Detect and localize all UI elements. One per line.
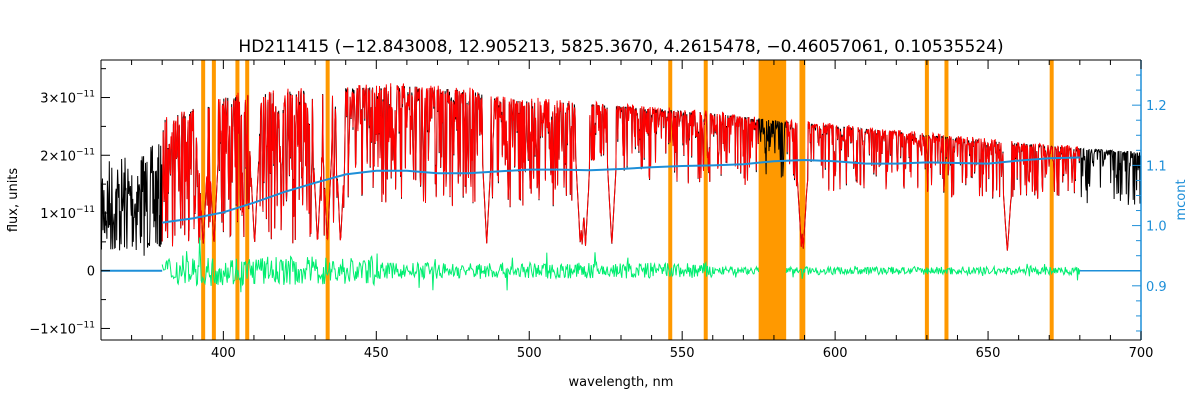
- masked-line: [801, 60, 806, 340]
- y2-tick-label: 1.1: [1146, 159, 1167, 174]
- masked-line: [924, 60, 929, 340]
- masked-line: [703, 60, 708, 340]
- residual-spectrum: [161, 237, 1081, 293]
- masked-line: [1049, 60, 1054, 340]
- y-tick-label: 2×10−11: [40, 147, 95, 164]
- continuum-layer: [101, 156, 1141, 272]
- model-spectrum-layer: [161, 83, 1081, 251]
- residual-layer: [161, 237, 1081, 293]
- x-tick-label: 700: [1129, 346, 1154, 361]
- y2-axis-label: mcont: [1174, 179, 1189, 220]
- x-tick-label: 450: [364, 346, 389, 361]
- y-axis-label: flux, units: [6, 168, 21, 233]
- x-tick-label: 650: [976, 346, 1001, 361]
- y-tick-label: 3×10−11: [40, 90, 95, 107]
- masked-line: [201, 60, 206, 340]
- masked-line: [325, 60, 330, 340]
- y2-tick-label: 1.0: [1146, 220, 1167, 235]
- y-tick-label: 1×10−11: [40, 205, 95, 222]
- masked-line: [211, 60, 216, 340]
- x-tick-label: 400: [211, 346, 236, 361]
- masked-line: [944, 60, 949, 340]
- x-tick-label: 600: [823, 346, 848, 361]
- x-axis-label: wavelength, nm: [569, 375, 674, 390]
- masked-line: [668, 60, 673, 340]
- axes-frame: 400 450 500 550 600 650 700 −1×10−11 0 1×10−11 2×1…: [29, 59, 1167, 361]
- y-tick-label: 0: [87, 265, 95, 280]
- model-spectrum: [161, 83, 1081, 251]
- y2-tick-label: 1.2: [1146, 99, 1167, 114]
- masked-band: [758, 60, 787, 340]
- y2-tick-label: 0.9: [1146, 280, 1167, 295]
- y-tick-label: −1×10−11: [29, 320, 95, 337]
- x-tick-label: 500: [517, 346, 542, 361]
- continuum-line: [162, 156, 1080, 224]
- chart-title: HD211415 (−12.843008, 12.905213, 5825.36…: [238, 37, 1003, 57]
- x-tick-label: 550: [670, 346, 695, 361]
